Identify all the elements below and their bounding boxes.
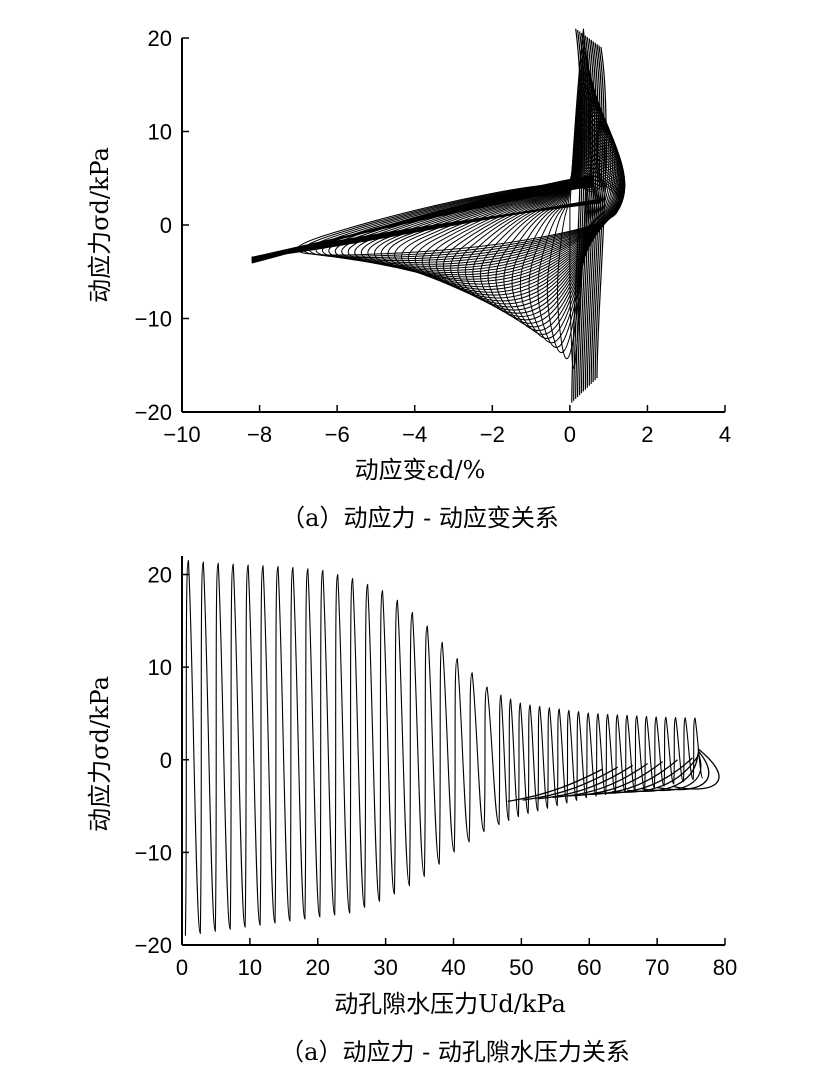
x-tick-label: 50 — [509, 955, 533, 980]
late-cycle-band — [612, 755, 699, 793]
late-cycle-band — [567, 761, 664, 797]
x-tick-label: 4 — [719, 422, 731, 447]
y-axis-label: 动应力σd/kPa — [86, 676, 114, 832]
x-tick-label: −10 — [163, 422, 200, 447]
chart-caption: （a）动应力 - 动孔隙水压力关系 — [280, 1038, 630, 1066]
x-tick-label: 0 — [176, 955, 188, 980]
y-tick-label: 20 — [148, 563, 172, 588]
y-axis-label: 动应力σd/kPa — [86, 147, 114, 303]
vertical-loop — [590, 42, 601, 384]
late-cycle-band — [671, 748, 720, 790]
x-tick-label: 80 — [713, 955, 737, 980]
vertical-loop — [596, 46, 607, 379]
x-tick-label: 30 — [373, 955, 397, 980]
x-tick-label: −4 — [402, 422, 427, 447]
vertical-loop — [586, 39, 597, 388]
vertical-loop — [592, 44, 603, 383]
y-tick-label: 20 — [148, 26, 172, 51]
late-cycle-band — [522, 766, 619, 801]
vertical-loop — [573, 30, 584, 401]
x-tick-label: 20 — [306, 955, 330, 980]
x-tick-label: 10 — [238, 955, 262, 980]
vertical-loop — [582, 37, 594, 392]
vertical-loop — [588, 41, 599, 386]
vertical-loop — [580, 35, 592, 394]
y-tick-label: 0 — [160, 748, 172, 773]
x-tick-label: −6 — [325, 422, 350, 447]
late-cycle-band — [507, 768, 604, 803]
late-cycle-band — [627, 754, 699, 792]
chart-caption: （a）动应力 - 动应变关系 — [281, 504, 559, 532]
late-cycle-band — [552, 762, 648, 798]
x-tick-label: −8 — [247, 422, 272, 447]
x-axis-label: 动应变εd/% — [355, 456, 486, 484]
stress-porepressure-curve — [184, 560, 704, 936]
x-tick-label: −2 — [480, 422, 505, 447]
x-tick-label: 40 — [441, 955, 465, 980]
x-tick-label: 60 — [577, 955, 601, 980]
x-tick-label: 2 — [641, 422, 653, 447]
y-tick-label: 0 — [160, 213, 172, 238]
vertical-loop — [594, 45, 605, 381]
y-tick-label: 10 — [148, 655, 172, 680]
y-tick-label: −10 — [135, 307, 172, 332]
late-cycle-band — [642, 752, 702, 792]
x-tick-label: 70 — [645, 955, 669, 980]
vertical-loop — [579, 34, 590, 396]
y-tick-label: 10 — [148, 120, 172, 145]
vertical-loop — [584, 38, 596, 390]
y-tick-label: −10 — [135, 840, 172, 865]
x-tick-label: 0 — [564, 422, 576, 447]
vertical-loop — [577, 32, 588, 398]
vertical-loop — [575, 31, 586, 399]
late-cycle-band — [597, 757, 693, 794]
late-cycle-band — [537, 764, 634, 800]
chart-stress-porepressure: 0 10 20 30 40 50 60 70 80 −20 −10 0 10 20 动孔隙水压力Ud/kP… — [86, 556, 737, 1066]
late-cycle-band — [656, 750, 710, 791]
vertical-loop — [571, 28, 582, 403]
y-tick-label: −20 — [135, 400, 172, 425]
y-tick-label: −20 — [135, 933, 172, 958]
dense-loop-band — [251, 174, 602, 264]
late-cycle-band — [582, 759, 678, 796]
x-axis-label: 动孔隙水压力Ud/kPa — [334, 990, 566, 1018]
